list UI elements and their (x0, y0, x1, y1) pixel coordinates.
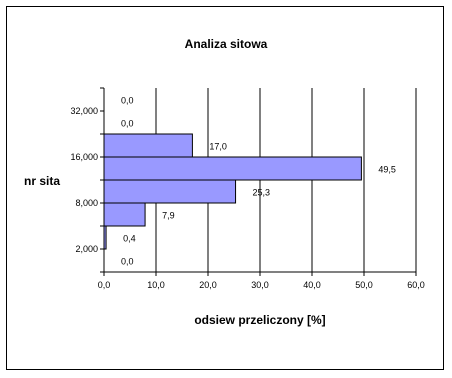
bar-value-label: 0,0 (121, 119, 134, 129)
x-tick-label: 0,0 (98, 280, 111, 290)
bar-value-label: 0,4 (123, 234, 136, 244)
y-tick-label: 2,000 (75, 244, 98, 254)
bar-value-label: 7,9 (162, 211, 175, 221)
y-tick-label: 32,000 (70, 106, 98, 116)
bar-value-label: 25,3 (253, 188, 271, 198)
bar (103, 225, 107, 250)
x-tick-label: 30,0 (251, 280, 269, 290)
bar (103, 179, 237, 204)
x-tick-label: 60,0 (407, 280, 425, 290)
bar-value-label: 0,0 (121, 257, 134, 267)
bar-value-label: 0,0 (121, 96, 134, 106)
x-axis-title: odsiew przeliczony [%] (194, 313, 326, 327)
y-tick-label: 8,000 (75, 198, 98, 208)
x-tick-label: 50,0 (355, 280, 373, 290)
x-tick-label: 20,0 (199, 280, 217, 290)
bar-value-label: 49,5 (378, 165, 396, 175)
y-tick-label: 16,000 (70, 152, 98, 162)
bar (103, 156, 362, 181)
x-tick-label: 40,0 (303, 280, 321, 290)
bar (103, 202, 146, 227)
x-tick-label: 10,0 (147, 280, 165, 290)
chart-title: Analiza sitowa (184, 37, 268, 51)
bar (103, 133, 193, 158)
y-axis-title: nr sita (24, 174, 61, 188)
bar-value-label: 17,0 (209, 142, 227, 152)
